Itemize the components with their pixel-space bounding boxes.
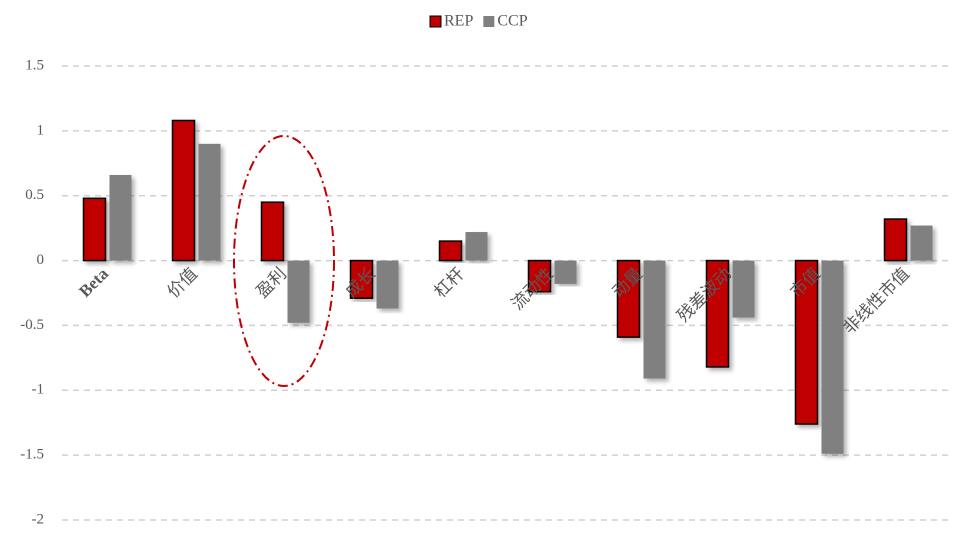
x-tick-label: 成长 bbox=[342, 264, 379, 301]
bar bbox=[198, 143, 221, 261]
x-tick-label: 价值 bbox=[164, 264, 201, 301]
bar bbox=[527, 259, 552, 293]
y-tick-label: 1.5 bbox=[25, 57, 44, 73]
legend-label: REP bbox=[444, 13, 473, 30]
bar bbox=[376, 260, 399, 309]
legend-label: CCP bbox=[497, 13, 527, 30]
y-tick-label: -0.5 bbox=[20, 317, 44, 333]
y-tick-label: 0.5 bbox=[25, 187, 44, 203]
bar bbox=[82, 197, 107, 262]
legend-swatch bbox=[483, 16, 495, 27]
bar bbox=[705, 259, 730, 368]
bar bbox=[821, 260, 844, 454]
bar bbox=[465, 232, 488, 261]
y-tick-label: 1 bbox=[37, 122, 45, 138]
bar bbox=[287, 260, 310, 323]
x-tick-label: 杠杆 bbox=[431, 264, 468, 301]
x-tick-label: 盈利 bbox=[253, 264, 290, 301]
legend-swatch bbox=[429, 15, 442, 28]
bar bbox=[554, 260, 577, 284]
x-tick-label: 动量 bbox=[609, 264, 646, 301]
bar bbox=[349, 259, 374, 299]
bar bbox=[171, 119, 196, 262]
bar bbox=[910, 225, 933, 261]
y-tick-label: -1.5 bbox=[20, 447, 44, 463]
x-tick-label: 非线性市值 bbox=[840, 264, 914, 338]
bar bbox=[883, 218, 908, 262]
x-tick-label: Beta bbox=[75, 264, 112, 301]
bar bbox=[732, 260, 755, 318]
bar bbox=[109, 174, 132, 261]
bar bbox=[616, 259, 641, 338]
bar bbox=[260, 201, 285, 262]
y-tick-label: -2 bbox=[32, 511, 45, 527]
bar bbox=[643, 260, 666, 379]
bar bbox=[794, 259, 819, 425]
bar bbox=[438, 240, 463, 262]
y-tick-label: 0 bbox=[37, 252, 45, 268]
annotation-ellipse bbox=[233, 135, 335, 387]
y-tick-label: -1 bbox=[32, 382, 45, 398]
x-tick-label: 市值 bbox=[787, 264, 824, 301]
